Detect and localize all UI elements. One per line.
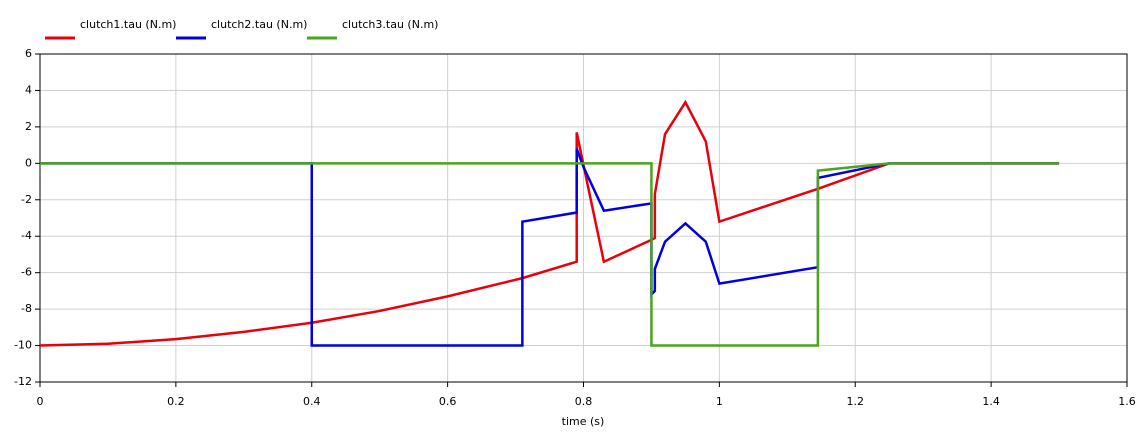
y-tick-label: 6 <box>25 47 32 60</box>
y-tick-label: -2 <box>21 193 32 206</box>
y-tick-label: 0 <box>25 156 32 169</box>
y-tick-label: -10 <box>14 339 32 352</box>
legend-label: clutch2.tau (N.m) <box>211 18 307 31</box>
y-tick-label: -4 <box>21 229 32 242</box>
x-tick-label: 1.2 <box>847 395 865 408</box>
x-tick-label: 1.6 <box>1118 395 1136 408</box>
x-tick-label: 0 <box>37 395 44 408</box>
y-tick-label: -6 <box>21 266 32 279</box>
series-line <box>40 162 1060 347</box>
y-tick-label: -8 <box>21 302 32 315</box>
x-tick-label: 0.8 <box>575 395 593 408</box>
x-tick-label: 0.2 <box>167 395 185 408</box>
series-line <box>40 148 1060 347</box>
x-tick-label: 0.4 <box>303 395 321 408</box>
legend-label: clutch3.tau (N.m) <box>342 18 438 31</box>
y-tick-label: 2 <box>25 120 32 133</box>
y-tick-label: -12 <box>14 375 32 388</box>
legend-label: clutch1.tau (N.m) <box>80 18 176 31</box>
y-tick-label: 4 <box>25 83 32 96</box>
series-line <box>39 99 1060 347</box>
x-axis-label: time (s) <box>562 415 605 428</box>
x-tick-label: 1.4 <box>982 395 1000 408</box>
plot-frame <box>39 53 1128 383</box>
x-tick-label: 0.6 <box>439 395 457 408</box>
x-tick-label: 1 <box>716 395 723 408</box>
